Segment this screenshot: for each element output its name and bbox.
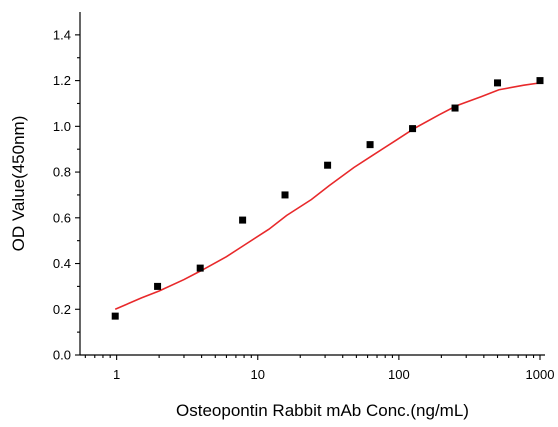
y-tick-label: 0.0	[53, 348, 71, 363]
x-tick-label: 1	[113, 367, 120, 382]
data-point	[494, 79, 502, 87]
y-tick-label: 1.2	[53, 73, 71, 88]
data-point	[324, 161, 332, 169]
y-tick-label: 0.4	[53, 256, 71, 271]
y-tick-label: 1.4	[53, 27, 71, 42]
x-tick-label: 100	[388, 367, 410, 382]
data-point	[281, 191, 289, 199]
x-tick-label: 1000	[526, 367, 555, 382]
y-tick-label: 0.8	[53, 165, 71, 180]
data-point	[366, 141, 374, 149]
y-axis-title: OD Value(450nm)	[9, 116, 28, 252]
x-axis-title: Osteopontin Rabbit mAb Conc.(ng/mL)	[176, 401, 469, 420]
data-point	[196, 264, 204, 272]
x-tick-label: 10	[251, 367, 265, 382]
data-point	[154, 282, 162, 290]
data-point	[239, 216, 247, 224]
y-tick-label: 0.6	[53, 210, 71, 225]
y-tick-label: 0.2	[53, 302, 71, 317]
data-point	[451, 104, 459, 112]
fit-curve-line	[114, 82, 541, 311]
data-point	[536, 77, 544, 85]
data-point	[409, 125, 417, 133]
plot-area: 0.0 0.2 0.4 0.6 0.8 1.0 1.2 1.4 1 10 100 1000	[53, 12, 555, 382]
y-tick-label: 1.0	[53, 119, 71, 134]
data-point	[111, 312, 119, 320]
